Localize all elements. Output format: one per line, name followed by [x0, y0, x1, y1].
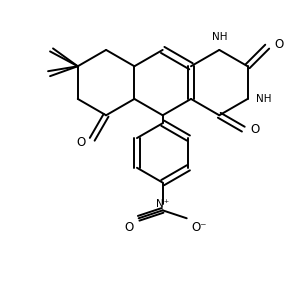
- Text: O: O: [76, 136, 85, 149]
- Text: NH: NH: [212, 32, 227, 42]
- Text: O: O: [274, 38, 283, 51]
- Text: NH: NH: [255, 94, 271, 104]
- Text: O: O: [124, 221, 134, 234]
- Text: O⁻: O⁻: [192, 221, 207, 234]
- Text: N⁺: N⁺: [156, 199, 169, 209]
- Text: O: O: [250, 123, 260, 136]
